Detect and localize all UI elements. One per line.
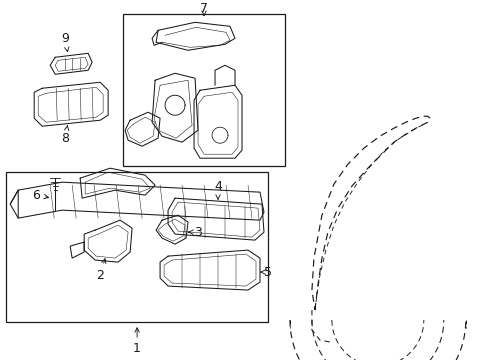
Text: 8: 8	[61, 126, 69, 145]
Text: 4: 4	[214, 180, 222, 199]
Text: 5: 5	[260, 266, 271, 279]
Text: 9: 9	[61, 32, 69, 51]
Text: 2: 2	[96, 259, 106, 282]
Text: 6: 6	[32, 189, 48, 202]
Text: 3: 3	[188, 226, 202, 239]
Bar	[6, 172, 267, 322]
Bar	[123, 14, 285, 166]
Text: 7: 7	[200, 2, 207, 15]
Text: 1: 1	[133, 342, 141, 355]
